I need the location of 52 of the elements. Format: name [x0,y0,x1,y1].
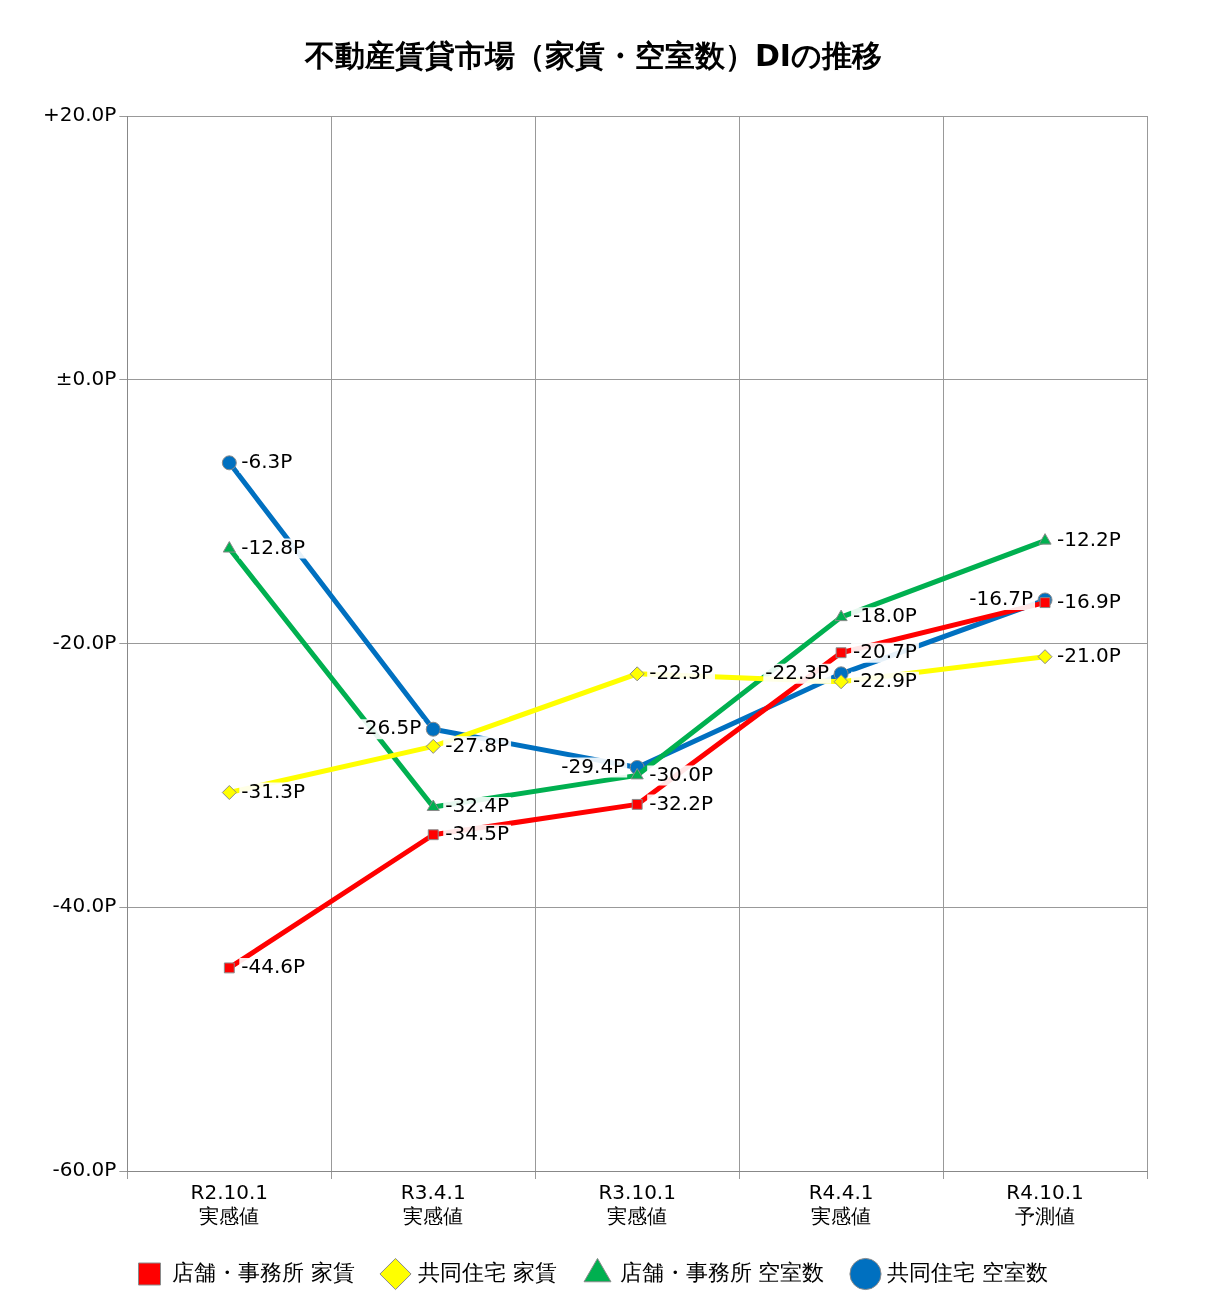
data-label: -22.3P [649,660,713,685]
data-label: -32.4P [445,793,510,818]
data-label: -44.6P [241,954,306,979]
data-label: -27.8P [445,732,510,757]
point [222,541,236,553]
y-tick-label: -40.0P [52,893,117,918]
data-label: -26.5P [357,715,422,740]
data-label: -18.0P [853,603,917,628]
data-label: -30.0P [649,761,713,786]
x-tick-label: R4.4.1 実感値 [808,1180,874,1229]
point [221,785,237,801]
data-label: -29.4P [561,753,626,778]
point [223,962,235,974]
point [1039,597,1051,609]
point [426,799,440,812]
point [425,738,441,754]
y-tick-label: -20.0P [52,629,117,654]
chart-title: 不動産賃貸市場（家賃・空室数）DIの推移 [303,37,883,73]
x-tick-label: R2.10.1 実感値 [190,1180,269,1229]
point [835,647,847,659]
data-label: -22.3P [765,660,830,685]
data-label: -31.3P [241,778,306,803]
data-label: -21.0P [1057,642,1121,667]
point [833,674,849,690]
point [629,666,645,682]
data-label: -6.3P [241,449,293,474]
data-label: -22.9P [853,667,917,692]
data-label: -16.9P [1057,588,1121,613]
data-label: -34.5P [445,820,510,845]
point [630,767,644,780]
data-label: -12.2P [1057,526,1121,551]
x-tick-label: R3.4.1 実感値 [400,1180,466,1229]
y-tick-label: ±0.0P [55,365,117,390]
point [834,609,848,622]
legend-label: 店舗・事務所 空室数 [619,1259,825,1285]
point [1038,533,1052,545]
legend-label: 共同住宅 空室数 [887,1259,1049,1285]
legend-label: 共同住宅 家賃 [417,1259,557,1285]
point [221,455,237,471]
point [425,721,441,737]
data-label: -12.8P [241,534,306,559]
data-label: -32.2P [649,790,713,815]
data-label: -16.7P [969,586,1034,611]
x-tick-label: R3.10.1 実感値 [598,1180,676,1229]
point [1037,649,1053,665]
point [631,798,643,810]
x-tick-label: R4.10.1 予測値 [1006,1180,1084,1229]
y-tick-label: -60.0P [52,1157,117,1182]
legend-label: 店舗・事務所 家賃 [171,1259,355,1285]
y-tick-label: +20.0P [42,102,117,127]
point [427,829,439,841]
data-label: -20.7P [853,638,917,663]
